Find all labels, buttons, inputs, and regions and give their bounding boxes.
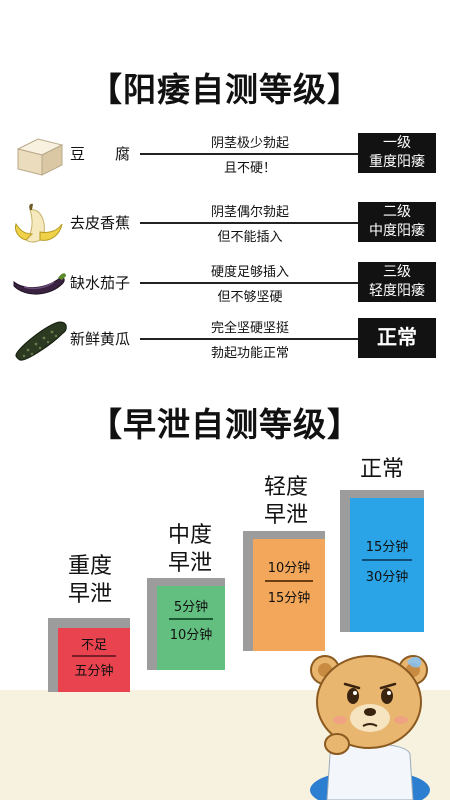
food-label: 去皮香蕉	[70, 214, 131, 232]
bar-divider	[72, 655, 116, 657]
bar-label-line1: 轻度	[263, 475, 308, 500]
food-label: 缺水茄子	[70, 274, 131, 292]
bar-divider	[362, 559, 412, 561]
symptom-text: 完全坚硬坚挺	[210, 321, 289, 336]
ed-level-row-2: 去皮香蕉 阴茎偶尔勃起 但不能插入 二级 中度阳痿	[0, 196, 450, 256]
grade-name: 轻度阳痿	[369, 283, 425, 299]
grade-level: 二级	[383, 204, 411, 220]
food-label: 新鲜黄瓜	[70, 330, 131, 348]
bar-label: 重度 早泄	[48, 553, 132, 609]
bar-label-line1: 正常	[359, 457, 404, 482]
bar-label: 轻度 早泄	[244, 474, 328, 530]
symptom-text: 阴茎偶尔勃起	[210, 205, 289, 220]
grade-name: 中度阳痿	[369, 223, 425, 239]
symptom-subtext: 且不硬！	[223, 161, 276, 176]
bar-fill: 不足 五分钟	[58, 628, 130, 692]
grade-level: 正常	[377, 325, 417, 349]
bar-label: 正常	[340, 456, 424, 484]
bar-label: 中度 早泄	[148, 522, 232, 578]
pe-bar-moderate: 5分钟 10分钟	[147, 578, 225, 670]
pe-bar-mild: 10分钟 15分钟	[243, 531, 325, 651]
bear-mascot-icon	[295, 640, 445, 800]
peeled-banana-icon	[10, 200, 68, 248]
symptom-text: 阴茎极少勃起	[210, 136, 289, 151]
bar-bottom-text: 30分钟	[365, 570, 409, 585]
bar-label-line2: 早泄	[67, 582, 112, 607]
ed-level-row-4: 新鲜黄瓜 完全坚硬坚挺 勃起功能正常 正常	[0, 312, 450, 372]
ed-section-title: 【阳痿自测等级】	[89, 70, 361, 109]
bar-bottom-text: 10分钟	[169, 628, 213, 643]
bar-top-text: 5分钟	[173, 600, 209, 615]
bar-fill: 10分钟 15分钟	[253, 539, 325, 651]
symptom-subtext: 但不够坚硬	[217, 290, 283, 305]
bar-label-line2: 早泄	[263, 503, 308, 528]
grade-level: 三级	[383, 264, 411, 280]
symptom-subtext: 勃起功能正常	[210, 346, 289, 361]
symptom-subtext: 但不能插入	[217, 230, 283, 245]
bar-divider	[169, 618, 213, 620]
pe-bar-normal: 15分钟 30分钟	[340, 490, 424, 632]
grade-name: 重度阳痿	[369, 154, 425, 170]
bar-bottom-text: 15分钟	[267, 591, 311, 606]
connector-line	[140, 282, 360, 284]
pe-section-title: 【早泄自测等级】	[89, 405, 361, 444]
ed-level-row-3: 缺水茄子 硬度足够插入 但不够坚硬 三级 轻度阳痿	[0, 256, 450, 316]
bar-top-text: 15分钟	[365, 540, 409, 555]
bar-label-line1: 中度	[167, 523, 212, 548]
connector-line	[140, 153, 360, 155]
bar-fill: 5分钟 10分钟	[157, 586, 225, 670]
grade-badge: 三级 轻度阳痿	[358, 262, 436, 302]
bar-label-line1: 重度	[67, 554, 112, 579]
pe-bar-severe: 不足 五分钟	[48, 618, 130, 692]
ed-level-row-1: 豆 腐 阴茎极少勃起 且不硬！ 一级 重度阳痿	[0, 127, 450, 187]
grade-level: 一级	[383, 135, 411, 151]
connector-line	[140, 338, 360, 340]
bar-divider	[265, 580, 313, 582]
bar-top-text: 10分钟	[267, 561, 311, 576]
connector-line	[140, 222, 360, 224]
food-label: 豆 腐	[70, 145, 131, 163]
bar-label-line2: 早泄	[167, 551, 212, 576]
bar-bottom-text: 五分钟	[74, 664, 114, 679]
eggplant-icon	[10, 260, 68, 308]
grade-badge: 二级 中度阳痿	[358, 202, 436, 242]
grade-badge: 正常	[358, 318, 436, 358]
grade-badge: 一级 重度阳痿	[358, 133, 436, 173]
bar-top-text: 不足	[80, 638, 107, 653]
tofu-icon	[10, 131, 68, 179]
bar-fill: 15分钟 30分钟	[350, 498, 424, 632]
symptom-text: 硬度足够插入	[210, 265, 289, 280]
cucumber-icon	[10, 316, 68, 364]
